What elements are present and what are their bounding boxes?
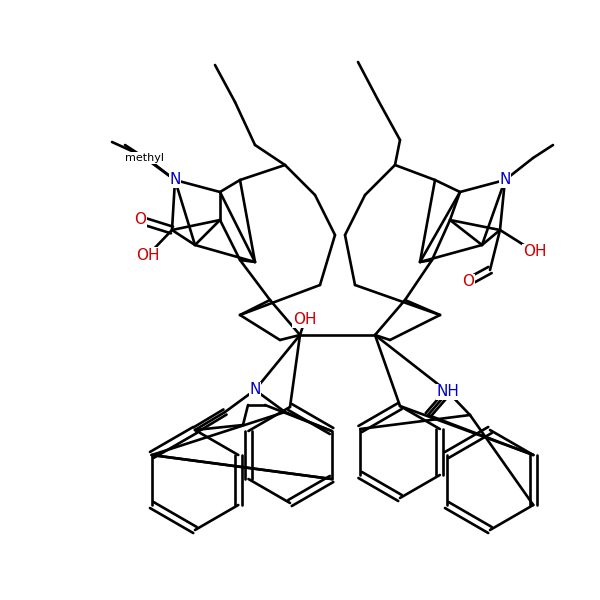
Text: O: O [462, 275, 474, 289]
Text: N: N [169, 173, 181, 187]
Text: N: N [499, 173, 511, 187]
Text: OH: OH [523, 245, 547, 259]
Text: NH: NH [437, 385, 460, 400]
Text: N: N [169, 173, 181, 187]
Text: OH: OH [136, 247, 160, 263]
Text: O: O [134, 212, 146, 227]
Text: OH: OH [293, 313, 317, 328]
Text: N: N [250, 383, 260, 397]
Text: methyl: methyl [125, 153, 164, 163]
Text: NH: NH [437, 385, 460, 400]
Text: N: N [169, 173, 181, 187]
Text: N: N [499, 173, 511, 187]
Text: N: N [250, 383, 260, 397]
